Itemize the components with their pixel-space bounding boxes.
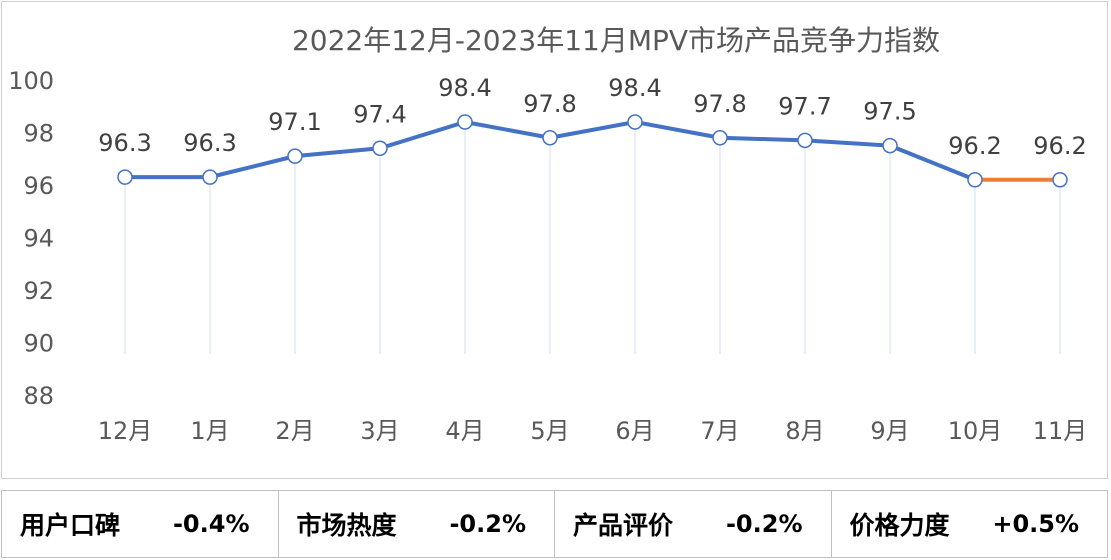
x-tick-label: 8月 [785, 417, 824, 445]
data-labels: 96.3 96.3 97.1 97.4 98.4 97.8 98.4 97.8 97.7 97.5… [98, 74, 1086, 160]
data-label: 98.4 [608, 74, 661, 102]
summary-cell: 产品评价 -0.2% [555, 491, 832, 557]
summary-label: 用户口碑 [20, 511, 121, 540]
chart-area: 2022年12月-2023年11月MPV市场产品竞争力指数 88 90 92 94 96… [1, 1, 1108, 479]
x-tick-label: 4月 [445, 417, 484, 445]
data-label: 97.1 [268, 108, 321, 136]
data-point [882, 137, 898, 154]
data-label: 96.2 [1033, 132, 1086, 160]
data-label: 97.8 [523, 90, 576, 118]
y-tick-label: 94 [23, 225, 54, 253]
data-label: 97.8 [693, 90, 746, 118]
x-axis: 12月 1月 2月 3月 4月 5月 6月 7月 8月 9月 10月 11月 [98, 417, 1088, 445]
x-tick-label: 2月 [275, 417, 314, 445]
summary-cell: 用户口碑 -0.4% [2, 491, 279, 557]
x-tick-label: 11月 [1033, 417, 1088, 445]
x-tick-label: 12月 [98, 417, 153, 445]
x-tick-label: 9月 [870, 417, 909, 445]
data-label: 98.4 [438, 74, 491, 102]
summary-label: 市场热度 [296, 511, 397, 540]
drop-lines [124, 128, 1061, 354]
x-tick-label: 3月 [360, 417, 399, 445]
y-tick-label: 100 [8, 67, 54, 95]
data-label: 96.3 [183, 129, 236, 157]
data-point [117, 169, 133, 185]
series-line [125, 120, 1060, 182]
x-tick-label: 7月 [700, 417, 739, 445]
x-tick-label: 1月 [190, 417, 229, 445]
summary-cell: 价格力度 +0.5% [832, 491, 1108, 557]
data-point [967, 172, 983, 188]
data-point [457, 114, 473, 130]
y-tick-label: 92 [23, 277, 54, 305]
data-label: 96.2 [948, 132, 1001, 160]
summary-value: -0.4% [172, 510, 250, 538]
x-tick-label: 5月 [530, 417, 569, 445]
data-point [372, 140, 388, 156]
x-tick-label: 6月 [615, 417, 654, 445]
summary-cell: 市场热度 -0.2% [279, 491, 555, 557]
summary-value: -0.2% [725, 510, 803, 538]
summary-label: 价格力度 [849, 511, 950, 540]
summary-table: 用户口碑 -0.4% 市场热度 -0.2% 产品评价 -0.2% 价格力度 +0… [1, 490, 1108, 558]
data-point [1052, 172, 1068, 188]
summary-value: +0.5% [992, 510, 1079, 538]
line-chart: 2022年12月-2023年11月MPV市场产品竞争力指数 88 90 92 94 96… [8, 24, 1088, 445]
data-label: 97.5 [863, 98, 916, 126]
x-tick-label: 10月 [948, 417, 1003, 445]
data-point [712, 130, 728, 146]
data-point [202, 169, 218, 185]
chart-title: 2022年12月-2023年11月MPV市场产品竞争力指数 [292, 24, 940, 57]
data-point [797, 132, 813, 149]
data-label: 96.3 [98, 129, 151, 157]
data-point [542, 130, 558, 146]
data-label: 97.4 [353, 100, 406, 128]
data-point [287, 148, 303, 164]
data-point [627, 114, 643, 130]
y-tick-label: 96 [23, 172, 54, 200]
summary-label: 产品评价 [573, 511, 674, 540]
y-axis: 88 90 92 94 96 98 100 [8, 67, 54, 410]
data-label: 97.7 [778, 92, 831, 120]
summary-value: -0.2% [449, 510, 526, 538]
y-tick-label: 98 [23, 120, 54, 148]
data-points [117, 114, 1068, 188]
y-tick-label: 88 [23, 382, 54, 410]
y-tick-label: 90 [23, 330, 54, 358]
